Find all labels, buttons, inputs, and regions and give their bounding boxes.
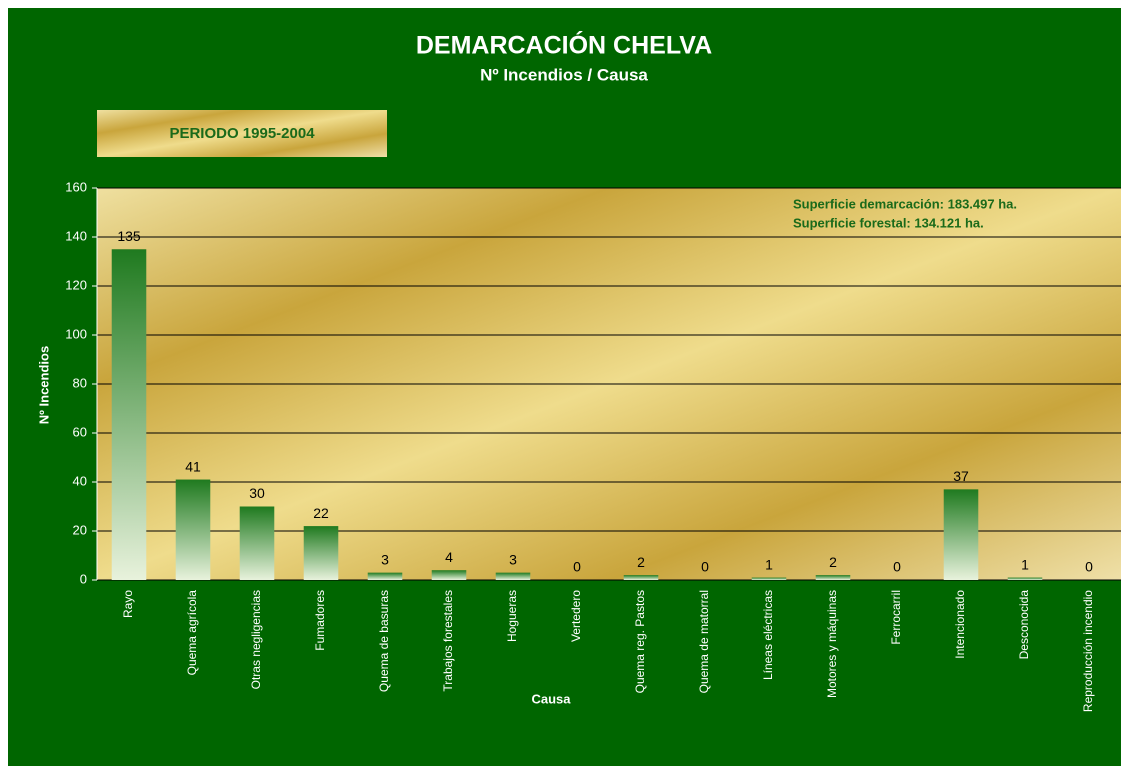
value-label: 30 [249,485,265,501]
value-label: 1 [765,556,773,572]
value-label: 1 [1021,556,1029,572]
y-tick-label: 0 [80,571,87,586]
y-tick-label: 60 [73,424,87,439]
x-tick-label: Quema agrícola [185,590,199,676]
y-tick-label: 40 [73,473,87,488]
chart-title: DEMARCACIÓN CHELVA [416,30,712,60]
value-label: 3 [381,551,389,567]
y-tick-label: 20 [73,522,87,537]
value-label: 0 [701,559,709,575]
value-label: 4 [445,549,453,565]
value-label: 41 [185,458,201,474]
value-label: 2 [637,554,645,570]
x-axis-label: Causa [531,691,571,706]
bar [751,577,787,580]
x-tick-label: Quema reg. Pastos [633,590,647,693]
bar [431,570,467,580]
bar [815,575,851,580]
y-tick-label: 160 [65,179,87,194]
x-tick-label: Quema de basuras [377,590,391,692]
value-label: 0 [893,559,901,575]
bar [943,489,979,580]
x-tick-label: Desconocida [1017,590,1031,660]
value-label: 135 [117,228,141,244]
bar [111,249,147,580]
bar [623,575,659,580]
bar [495,572,531,580]
value-label: 0 [1085,559,1093,575]
annotation: Superficie forestal: 134.121 ha. [793,215,984,230]
bar [175,479,211,580]
value-label: 37 [953,468,969,484]
x-tick-label: Vertedero [569,590,583,642]
y-tick-label: 80 [73,375,87,390]
bar [239,506,275,580]
bar [367,572,403,580]
x-tick-label: Reproducción incendio [1081,590,1095,712]
x-tick-label: Rayo [121,590,135,618]
y-tick-label: 140 [65,228,87,243]
value-label: 0 [573,559,581,575]
x-tick-label: Fumadores [313,590,327,651]
x-tick-label: Hogueras [505,590,519,642]
y-tick-label: 120 [65,277,87,292]
value-label: 22 [313,505,329,521]
bar [303,526,339,580]
x-tick-label: Intencionado [953,590,967,659]
x-tick-label: Líneas eléctricas [761,590,775,680]
annotation: Superficie demarcación: 183.497 ha. [793,196,1017,211]
x-tick-label: Ferrocarril [889,590,903,645]
x-tick-label: Motores y máquinas [825,590,839,698]
chart-subtitle: Nº Incendios / Causa [480,65,648,84]
bar [1007,577,1043,580]
y-tick-label: 100 [65,326,87,341]
x-tick-label: Quema de matorral [697,590,711,693]
value-label: 2 [829,554,837,570]
period-box [97,110,387,157]
x-tick-label: Otras negligencias [249,590,263,689]
period-label: PERIODO 1995-2004 [169,125,315,142]
x-tick-label: Trabajos forestales [441,590,455,692]
y-axis-label: Nº Incendios [36,346,51,424]
value-label: 3 [509,551,517,567]
